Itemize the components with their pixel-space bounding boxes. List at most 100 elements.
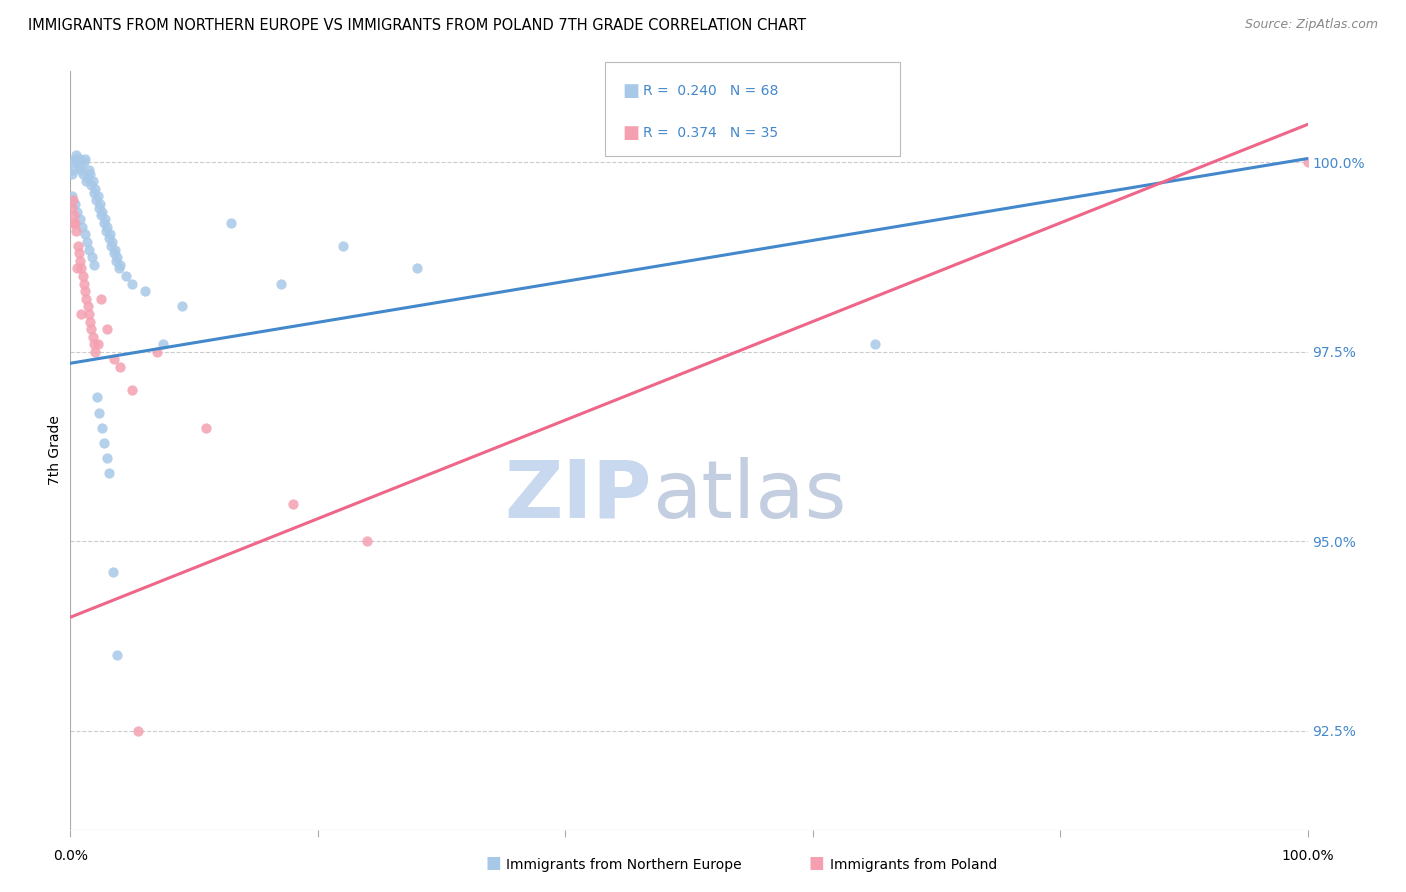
Point (65, 216, 87, 230)
Point (73, 155, 96, 169)
Point (83, 337, 105, 351)
Point (281, 497, 304, 511)
Point (80, 322, 103, 336)
Point (75, 174, 97, 188)
Point (105, 648, 128, 663)
Point (108, 360, 131, 375)
Point (62, 194, 84, 208)
Point (65, 224, 87, 238)
Point (63, 209, 86, 223)
Text: R =  0.240   N = 68: R = 0.240 N = 68 (643, 84, 778, 97)
Point (108, 258, 131, 272)
Point (105, 250, 128, 264)
Point (77, 307, 100, 321)
Point (101, 235, 124, 249)
Point (104, 243, 127, 257)
Point (90, 421, 112, 435)
Point (84, 182, 107, 196)
Point (115, 269, 138, 284)
Point (86, 337, 108, 351)
Point (79, 243, 101, 257)
Point (90, 209, 112, 223)
Point (127, 724, 149, 739)
Point (96, 451, 118, 466)
Point (94, 212, 117, 227)
Point (82, 330, 104, 344)
Point (80, 250, 103, 264)
Point (134, 285, 156, 299)
Point (1296, 155, 1319, 169)
Point (121, 277, 143, 291)
Point (87, 201, 110, 215)
Text: R =  0.374   N = 35: R = 0.374 N = 35 (643, 126, 778, 140)
Text: Source: ZipAtlas.com: Source: ZipAtlas.com (1244, 18, 1378, 31)
Point (100, 239, 122, 253)
Point (73, 277, 96, 291)
Point (66, 204, 89, 219)
Point (70, 261, 93, 276)
Point (152, 337, 174, 351)
Point (77, 163, 100, 178)
Point (75, 292, 97, 306)
Point (62, 216, 84, 230)
Text: IMMIGRANTS FROM NORTHERN EUROPE VS IMMIGRANTS FROM POLAND 7TH GRADE CORRELATION : IMMIGRANTS FROM NORTHERN EUROPE VS IMMIG… (28, 18, 806, 33)
Text: Immigrants from Poland: Immigrants from Poland (830, 858, 997, 872)
Text: ■: ■ (623, 82, 640, 100)
Point (356, 534, 378, 549)
Point (195, 421, 218, 435)
Point (89, 406, 111, 420)
Point (66, 155, 89, 169)
Point (66, 239, 89, 253)
Point (79, 315, 101, 329)
Point (82, 174, 104, 188)
Point (121, 383, 143, 397)
Point (84, 194, 107, 208)
Point (96, 219, 118, 234)
Point (98, 467, 121, 481)
Point (332, 239, 354, 253)
Point (90, 292, 112, 306)
Point (79, 167, 101, 181)
Point (72, 269, 94, 284)
Point (101, 565, 124, 579)
Point (86, 189, 108, 203)
Text: ■: ■ (485, 855, 501, 872)
Point (170, 300, 193, 314)
Point (69, 254, 91, 268)
Point (67, 246, 90, 260)
Point (60, 189, 83, 203)
Point (70, 219, 93, 234)
Y-axis label: 7th Grade: 7th Grade (48, 416, 62, 485)
Point (97, 231, 120, 245)
Point (219, 216, 242, 230)
Point (96, 322, 118, 336)
Point (65, 148, 87, 162)
Point (69, 307, 91, 321)
Point (63, 155, 86, 169)
Point (67, 159, 90, 173)
Point (75, 285, 97, 299)
Point (69, 152, 91, 166)
Point (76, 235, 98, 249)
Point (96, 224, 118, 238)
Point (76, 170, 98, 185)
Point (93, 436, 115, 450)
Point (83, 186, 105, 200)
Point (62, 163, 84, 178)
Point (66, 261, 89, 276)
Text: 100.0%: 100.0% (1281, 848, 1334, 863)
Point (83, 258, 105, 272)
Point (76, 300, 98, 314)
Point (86, 391, 108, 405)
Text: 0.0%: 0.0% (53, 848, 87, 863)
Point (69, 212, 91, 227)
Text: ZIP: ZIP (505, 457, 652, 535)
Point (98, 227, 121, 242)
Point (72, 167, 94, 181)
Point (103, 246, 125, 260)
Text: ■: ■ (808, 855, 824, 872)
Point (60, 201, 83, 215)
Text: Immigrants from Northern Europe: Immigrants from Northern Europe (506, 858, 742, 872)
Point (89, 197, 111, 211)
Point (270, 277, 292, 291)
